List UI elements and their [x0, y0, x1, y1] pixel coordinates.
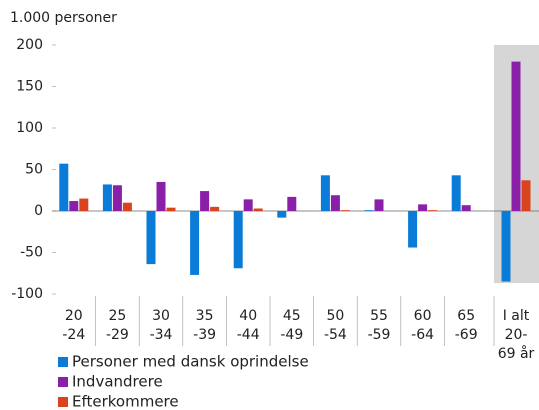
legend-label: Personer med dansk oprindelse [72, 353, 309, 371]
legend-swatch [58, 357, 68, 367]
legend-label: Indvandrere [72, 373, 163, 391]
bar [233, 211, 243, 269]
x-tick-label-line: 65 [457, 308, 475, 324]
x-tick-label-line: -34 [150, 327, 173, 343]
x-tick-label-line: -24 [62, 327, 85, 343]
x-tick-label: 20 -24 [62, 308, 85, 343]
bar [59, 163, 69, 211]
x-tick-label: 65 -69 [455, 308, 478, 343]
x-tick-label-line: 25 [108, 308, 126, 324]
bar [287, 196, 297, 211]
x-tick-label-line: 20 [65, 308, 83, 324]
bar [243, 199, 253, 211]
bar [330, 195, 340, 211]
y-tick-label: 200 [16, 37, 43, 53]
bar [156, 181, 166, 211]
bar [277, 211, 287, 218]
y-tick-label: -50 [20, 245, 43, 261]
y-tick-label: 100 [16, 120, 43, 136]
bar [461, 205, 471, 211]
y-tick-label: -100 [11, 286, 43, 302]
bar [79, 198, 89, 211]
x-tick-label-line: -54 [324, 327, 347, 343]
y-tick-label: 150 [16, 79, 43, 95]
x-tick-label-line: 45 [283, 308, 301, 324]
x-tick-label: 30 -34 [150, 308, 173, 343]
bar [200, 191, 210, 211]
x-tick-label-line: I alt [503, 308, 530, 324]
bar [146, 211, 156, 265]
bar [428, 210, 438, 211]
x-tick-label-line: -44 [237, 327, 260, 343]
x-tick-label-line: -59 [368, 327, 391, 343]
x-tick-label-line: -29 [106, 327, 129, 343]
y-tick-label: 0 [34, 203, 43, 219]
y-axis-label: 1.000 personer [10, 10, 117, 26]
legend-label: Efterkommere [72, 393, 179, 410]
bar [320, 175, 330, 211]
x-tick-label: I alt 20- 69 år [498, 308, 535, 362]
bar [374, 199, 384, 211]
x-tick-label: 35 -39 [193, 308, 216, 343]
x-tick-label-line: -69 [455, 327, 478, 343]
bar [122, 202, 132, 211]
x-tick-label-line: -64 [411, 327, 434, 343]
x-tick-label: 60 -64 [411, 308, 434, 343]
x-tick-label: 50 -54 [324, 308, 347, 343]
x-tick-label: 55 -59 [368, 308, 391, 343]
y-tick-label: 50 [25, 162, 43, 178]
x-tick-label-line: 30 [152, 308, 170, 324]
x-tick-label-line: 35 [196, 308, 214, 324]
x-tick-label-line: 20- [505, 327, 528, 343]
x-tick-label-line: 55 [370, 308, 388, 324]
bar [408, 211, 418, 248]
x-tick-label-line: 50 [326, 308, 344, 324]
x-tick-label-line: 40 [239, 308, 257, 324]
bar [190, 211, 200, 275]
bar [102, 184, 112, 211]
bar [501, 211, 511, 282]
x-tick-label-line: 60 [414, 308, 432, 324]
bar [69, 201, 79, 211]
x-tick-label-line: 69 år [498, 345, 535, 362]
bar [112, 185, 122, 211]
x-tick-label: 45 -49 [280, 308, 303, 343]
bar [511, 61, 521, 211]
x-tick-label: 25 -29 [106, 308, 129, 343]
bar [451, 175, 461, 211]
bar [418, 204, 428, 211]
x-tick-label-line: -49 [280, 327, 303, 343]
bar [210, 206, 220, 211]
x-tick-label: 40 -44 [237, 308, 260, 343]
x-tick-label-line: -39 [193, 327, 216, 343]
legend-swatch [58, 377, 68, 387]
bar [340, 210, 350, 211]
bar [364, 210, 374, 211]
bar [521, 180, 531, 211]
bar [253, 208, 263, 211]
bar [166, 207, 176, 211]
legend-swatch [58, 397, 68, 407]
